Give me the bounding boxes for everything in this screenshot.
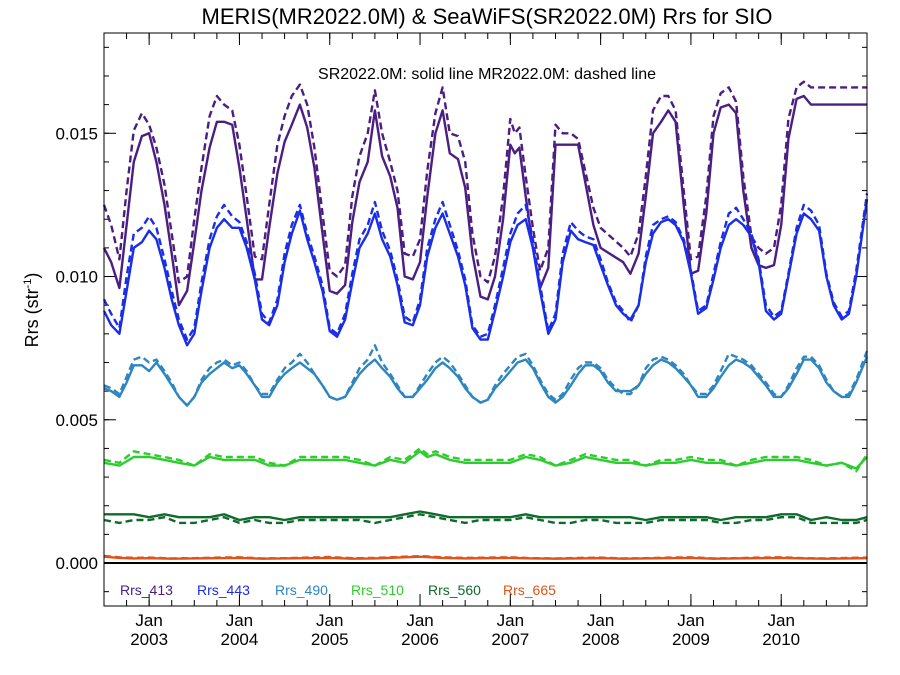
x-tick-year: 2007: [491, 630, 529, 649]
y-tick-label: 0.000: [55, 554, 98, 573]
series-rrs-413-solid-line: [102, 94, 867, 307]
series-rrs-413-dashed-line: [102, 80, 867, 284]
series-rrs-665-solid-line: [103, 555, 868, 560]
y-axis-label: Rrs (str-1): [22, 273, 42, 348]
y-axis-label-sup: -1: [22, 279, 34, 289]
x-tick-month: Jan: [587, 611, 614, 630]
series-rrs-560-solid-line: [104, 510, 868, 522]
x-tick-year: 2009: [672, 630, 710, 649]
series-rrs-510-dashed-line: [103, 447, 869, 473]
legend: Rrs_413 Rrs_443 Rrs_490 Rrs_510 Rrs_560 Rrs_6…: [120, 582, 556, 598]
legend-item: Rrs_443: [197, 582, 250, 598]
x-tick-month: Jan: [406, 611, 433, 630]
plot-frame: [103, 32, 868, 607]
series-rrs-490-dashed-line: [103, 344, 869, 407]
plot-series: [102, 80, 869, 560]
x-tick-year: 2010: [762, 630, 800, 649]
axis-ticks: 0.0000.0050.0100.015Jan2003Jan2004Jan200…: [55, 33, 867, 649]
y-axis-label-tail: ): [22, 273, 42, 279]
series-rrs-443-solid-line: [102, 199, 869, 347]
x-tick-year: 2008: [582, 630, 620, 649]
series-rrs-560-dashed-line: [103, 513, 868, 525]
x-tick-year: 2004: [221, 630, 259, 649]
series-rrs-443-dashed-line: [102, 193, 869, 341]
x-tick-month: Jan: [677, 611, 704, 630]
legend-item: Rrs_665: [503, 582, 556, 598]
legend-item: Rrs_560: [428, 582, 481, 598]
x-tick-year: 2006: [401, 630, 439, 649]
legend-item: Rrs_510: [351, 582, 404, 598]
y-tick-label: 0.005: [55, 411, 98, 430]
x-tick-month: Jan: [316, 611, 343, 630]
y-tick-label: 0.010: [55, 268, 98, 287]
y-axis-label-main: Rrs (str: [22, 288, 42, 347]
series-rrs-490-solid-line: [103, 356, 869, 407]
x-tick-month: Jan: [226, 611, 253, 630]
legend-item: Rrs_413: [120, 582, 173, 598]
x-tick-month: Jan: [497, 611, 524, 630]
x-tick-year: 2005: [311, 630, 349, 649]
x-tick-year: 2003: [130, 630, 168, 649]
line-style-note: SR2022.0M: solid line MR2022.0M: dashed …: [318, 66, 656, 83]
legend-item: Rrs_490: [275, 582, 328, 598]
chart-title: MERIS(MR2022.0M) & SeaWiFS(SR2022.0M) Rr…: [202, 4, 773, 29]
y-tick-label: 0.015: [55, 124, 98, 143]
x-tick-month: Jan: [768, 611, 795, 630]
x-tick-month: Jan: [135, 611, 162, 630]
